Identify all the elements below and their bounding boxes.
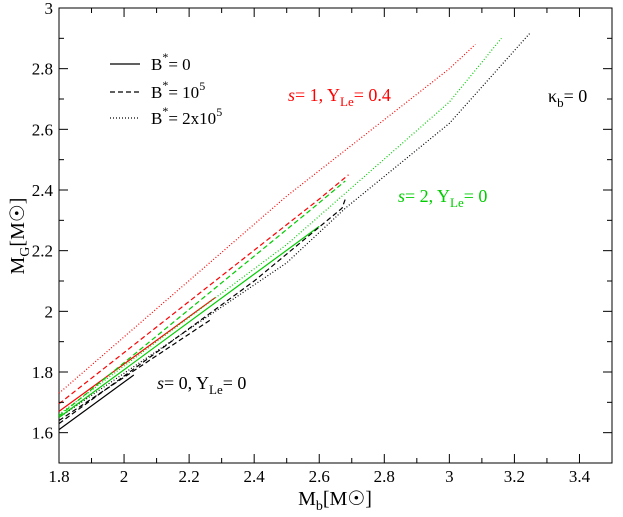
annotation-kappa: κb= 0 bbox=[548, 86, 587, 110]
series-line-0 bbox=[58, 374, 135, 431]
y-tick-label: 2.6 bbox=[32, 120, 53, 139]
y-tick-label: 1.8 bbox=[32, 363, 53, 382]
x-tick-label: 3.2 bbox=[504, 467, 525, 486]
x-tick-label: 1.8 bbox=[48, 467, 69, 486]
y-tick-label: 2.8 bbox=[32, 60, 53, 79]
series-line-2 bbox=[58, 31, 532, 418]
x-tick-label: 2.6 bbox=[309, 467, 330, 486]
series-line-9 bbox=[58, 198, 346, 425]
series-line-3 bbox=[58, 297, 216, 412]
sun-symbol-icon: ☉ bbox=[347, 488, 365, 510]
annotation-s0: s= 0, YLe= 0 bbox=[157, 373, 246, 397]
series-layer bbox=[58, 31, 532, 431]
legend-label-1: B*= 105 bbox=[151, 78, 205, 102]
x-axis-label: Mb[M☉] bbox=[298, 488, 372, 514]
sun-symbol-icon: ☉ bbox=[7, 204, 29, 222]
y-tick-label: 3 bbox=[45, 0, 54, 18]
series-line-6 bbox=[58, 225, 320, 418]
x-tick-label: 2.2 bbox=[178, 467, 199, 486]
legend-label-0: B*= 0 bbox=[151, 50, 191, 74]
y-axis-label: MG[M☉] bbox=[7, 198, 33, 275]
y-tick-label: 2 bbox=[45, 302, 54, 321]
x-tick-label: 2.4 bbox=[244, 467, 266, 486]
annotation-s2: s= 2, YLe= 0 bbox=[398, 186, 487, 210]
y-tick-label: 1.6 bbox=[32, 424, 53, 443]
ticks-layer: 1.8 2 2.2 2.4 2.6 2.8 3 3.2 3.4 1.6 1.8 2 2.2 2.4 2.6 2… bbox=[32, 0, 612, 486]
x-tick-label: 2.8 bbox=[374, 467, 395, 486]
series-line-7 bbox=[58, 180, 346, 417]
annotation-s1: s= 1, YLe= 0.4 bbox=[288, 85, 391, 109]
series-line-5 bbox=[58, 43, 476, 394]
series-line-8 bbox=[58, 37, 502, 415]
x-tick-label: 3.4 bbox=[569, 467, 591, 486]
y-tick-label: 2.2 bbox=[32, 242, 53, 261]
series-line-4 bbox=[58, 174, 349, 405]
series-line-1 bbox=[58, 318, 213, 421]
y-tick-label: 2.4 bbox=[32, 181, 54, 200]
x-tick-label: 2 bbox=[120, 467, 129, 486]
legend: B*= 0 B*= 105 B*= 2x105 bbox=[110, 50, 222, 128]
plot-frame bbox=[58, 7, 613, 464]
legend-label-2: B*= 2x105 bbox=[151, 104, 222, 128]
x-tick-label: 3 bbox=[445, 467, 454, 486]
